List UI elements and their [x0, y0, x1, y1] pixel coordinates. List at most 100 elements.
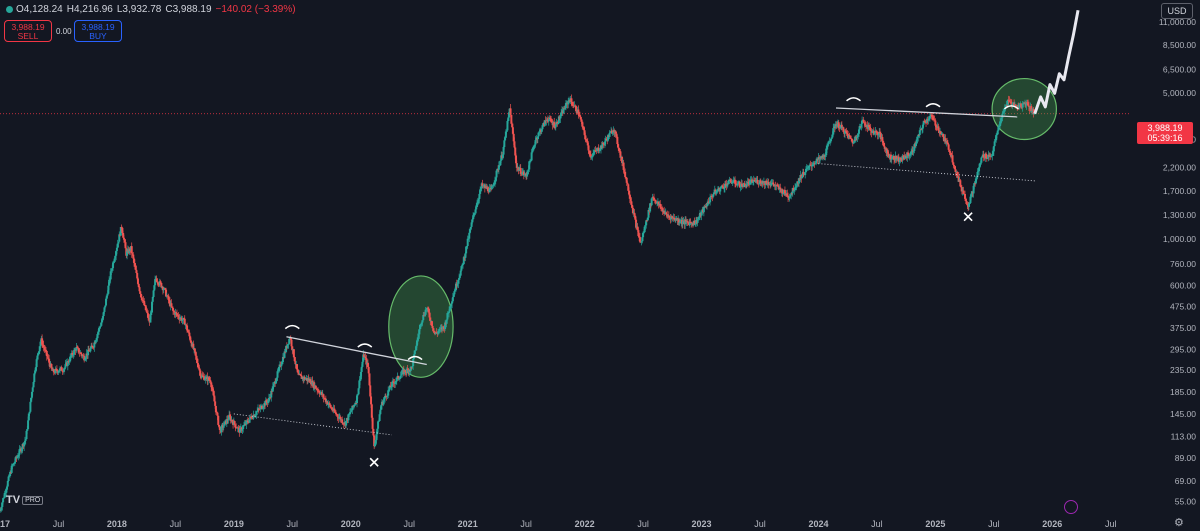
candle-body: [850, 138, 853, 142]
candle-body: [251, 418, 254, 420]
candle-body: [991, 153, 994, 157]
candle-body: [183, 318, 186, 325]
candle-body: [213, 395, 216, 402]
candle-body: [426, 307, 429, 309]
candle-body: [100, 322, 103, 326]
candle-body: [656, 202, 659, 204]
candle-body: [553, 122, 556, 128]
candle-body: [592, 153, 595, 156]
candle-body: [261, 408, 264, 409]
candle-body: [313, 382, 316, 389]
candle-body: [474, 209, 477, 213]
candle-body: [702, 206, 705, 213]
candle-body: [367, 366, 370, 374]
candle-body: [981, 156, 984, 158]
x-tick-label: 2018: [107, 519, 127, 529]
candle-body: [377, 421, 380, 422]
candle-body: [435, 332, 438, 334]
candle-body: [898, 161, 901, 163]
x-tick-label: Jul: [170, 519, 182, 529]
candle-body: [389, 385, 392, 388]
candle-body: [364, 356, 367, 359]
buy-button[interactable]: 3,988.19 BUY: [74, 20, 122, 42]
low-value: L3,932.78: [116, 4, 162, 15]
candle-body: [94, 342, 97, 344]
candle-body: [1009, 101, 1012, 104]
candle-body: [629, 198, 632, 202]
candle-body: [749, 179, 752, 181]
candle-body: [387, 389, 390, 391]
candle-body: [210, 382, 213, 388]
candle-body: [157, 282, 160, 285]
candle-body: [827, 141, 830, 145]
candle-body: [988, 154, 991, 157]
candle-body: [1025, 102, 1028, 106]
candle-body: [838, 127, 841, 129]
candle-body: [200, 375, 203, 378]
candle-body: [133, 258, 136, 264]
candle-body: [352, 405, 355, 407]
candle-body: [101, 319, 104, 323]
candle-body: [864, 123, 867, 126]
candle-body: [202, 376, 205, 377]
candle-body: [204, 376, 207, 380]
candle-body: [289, 338, 292, 340]
candle-body: [314, 385, 317, 389]
candle-body: [370, 404, 373, 418]
candle-body: [66, 360, 69, 366]
sell-label: SELL: [17, 31, 39, 41]
candle-body: [242, 425, 245, 427]
currency-button[interactable]: USD: [1161, 3, 1193, 19]
candle-body: [276, 371, 279, 378]
candle-body: [1, 502, 4, 507]
candle-body: [26, 429, 29, 431]
candle-body: [644, 225, 647, 227]
candle-body: [533, 144, 536, 147]
candle-body: [630, 201, 633, 206]
candle-body: [588, 150, 591, 155]
settings-gear-icon[interactable]: ⚙: [1174, 517, 1184, 529]
candle-body: [95, 338, 98, 341]
candle-body: [628, 190, 631, 195]
candle-body: [20, 448, 23, 452]
candle-body: [334, 411, 337, 413]
candle-body: [429, 317, 432, 322]
candle-body: [274, 381, 277, 384]
candle-body: [90, 345, 93, 349]
candle-body: [974, 183, 977, 185]
candle-body: [249, 416, 252, 420]
candle-body: [896, 158, 899, 160]
candle-body: [405, 368, 408, 373]
candle-body: [1031, 110, 1034, 112]
candle-body: [387, 390, 390, 396]
candle-body: [946, 142, 949, 145]
candle-body: [139, 291, 142, 295]
candle-body: [999, 121, 1002, 123]
candle-body: [108, 279, 111, 286]
x-tick-label: Jul: [754, 519, 766, 529]
spread-value: 0.00: [56, 27, 72, 36]
candle-body: [939, 131, 942, 135]
buy-label: BUY: [89, 31, 107, 41]
candle-body: [478, 193, 481, 200]
candle-body: [530, 152, 533, 161]
sell-button[interactable]: 3,988.19 SELL: [4, 20, 52, 42]
candle-body: [133, 263, 136, 266]
candle-body: [965, 201, 968, 204]
candle-body: [228, 414, 231, 420]
change-value: −140.02 (−3.39%): [215, 4, 296, 15]
candle-body: [278, 366, 281, 371]
replay-icon[interactable]: [1064, 500, 1078, 514]
candle-body: [58, 370, 61, 372]
candle-body: [101, 316, 104, 320]
candle-body: [607, 135, 609, 141]
candle-body: [571, 105, 574, 106]
candle-body: [341, 419, 344, 424]
candle-body: [804, 172, 807, 176]
candle-body: [916, 137, 919, 140]
candle-body: [207, 377, 210, 380]
y-tick-label: 145.00: [1170, 409, 1196, 419]
candle-body: [732, 180, 735, 183]
candle-body: [928, 116, 931, 119]
